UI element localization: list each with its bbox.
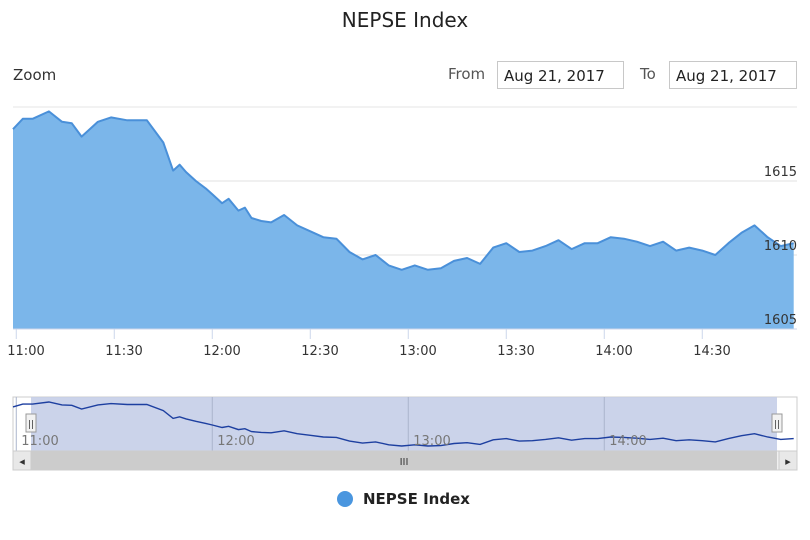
navigator-right-handle-grip: || — [774, 420, 780, 430]
series-line — [12, 110, 794, 271]
y-tick-label-1610: 1610 — [764, 239, 797, 254]
navigator[interactable]: 11:00 12:00 13:00 14:00 || || — [12, 396, 798, 452]
x-tick-label-12:00: 12:00 — [203, 344, 240, 359]
navigator-tick-label-14:00: 14:00 — [609, 434, 646, 449]
x-tick-label-11:30: 11:30 — [105, 344, 142, 359]
scroll-left-arrow-icon: ◂ — [19, 455, 25, 468]
navigator-left-handle[interactable]: || — [25, 413, 37, 433]
x-tick-label-11:00: 11:00 — [7, 344, 44, 359]
y-axis-ticks: 1605 1610 1615 — [764, 165, 797, 328]
from-label: From — [448, 65, 486, 83]
legend[interactable]: NEPSE Index — [337, 490, 470, 508]
x-tick-label-12:30: 12:30 — [301, 344, 338, 359]
scroll-right-arrow-icon: ▸ — [785, 455, 791, 468]
scroll-right-button[interactable] — [778, 450, 798, 471]
to-label: To — [640, 65, 656, 83]
legend-item-nepse-index[interactable]: NEPSE Index — [363, 490, 470, 508]
scroll-left-button[interactable] — [12, 450, 32, 471]
scrollbar-thumb[interactable] — [31, 451, 777, 470]
to-date-input[interactable]: Aug 21, 2017 — [669, 61, 797, 89]
y-tick-label-1615: 1615 — [764, 165, 797, 180]
scrollbar-grip: III — [400, 457, 409, 468]
navigator-tick-label-12:00: 12:00 — [217, 434, 254, 449]
navigator-series-line — [12, 401, 794, 447]
navigator-ticks: 11:00 12:00 13:00 14:00 — [21, 434, 646, 449]
navigator-right-handle[interactable]: || — [771, 413, 783, 433]
from-date-input[interactable]: Aug 21, 2017 — [497, 61, 624, 89]
chart-title: NEPSE Index — [341, 8, 469, 32]
x-tick-label-14:30: 14:30 — [693, 344, 730, 359]
x-axis-ticks: 11:00 11:30 12:00 12:30 13:00 13:30 14:00 14:30 — [7, 329, 731, 359]
zoom-label: Zoom — [13, 66, 57, 84]
x-tick-label-14:00: 14:00 — [595, 344, 632, 359]
series-area — [13, 111, 794, 330]
x-tick-label-13:00: 13:00 — [399, 344, 436, 359]
x-tick-label-13:30: 13:30 — [497, 344, 534, 359]
navigator-selected-range[interactable] — [31, 397, 777, 451]
navigator-tick-label-13:00: 13:00 — [413, 434, 450, 449]
scrollbar[interactable]: III ◂ ▸ — [12, 450, 798, 471]
navigator-tick-label-11:00: 11:00 — [21, 434, 58, 449]
legend-marker-icon — [337, 491, 353, 507]
chart-area: 11:00 11:30 12:00 12:30 13:00 13:30 14:00 14:30… — [7, 106, 798, 471]
y-tick-label-1605: 1605 — [764, 313, 797, 328]
navigator-left-handle-grip: || — [28, 420, 34, 430]
